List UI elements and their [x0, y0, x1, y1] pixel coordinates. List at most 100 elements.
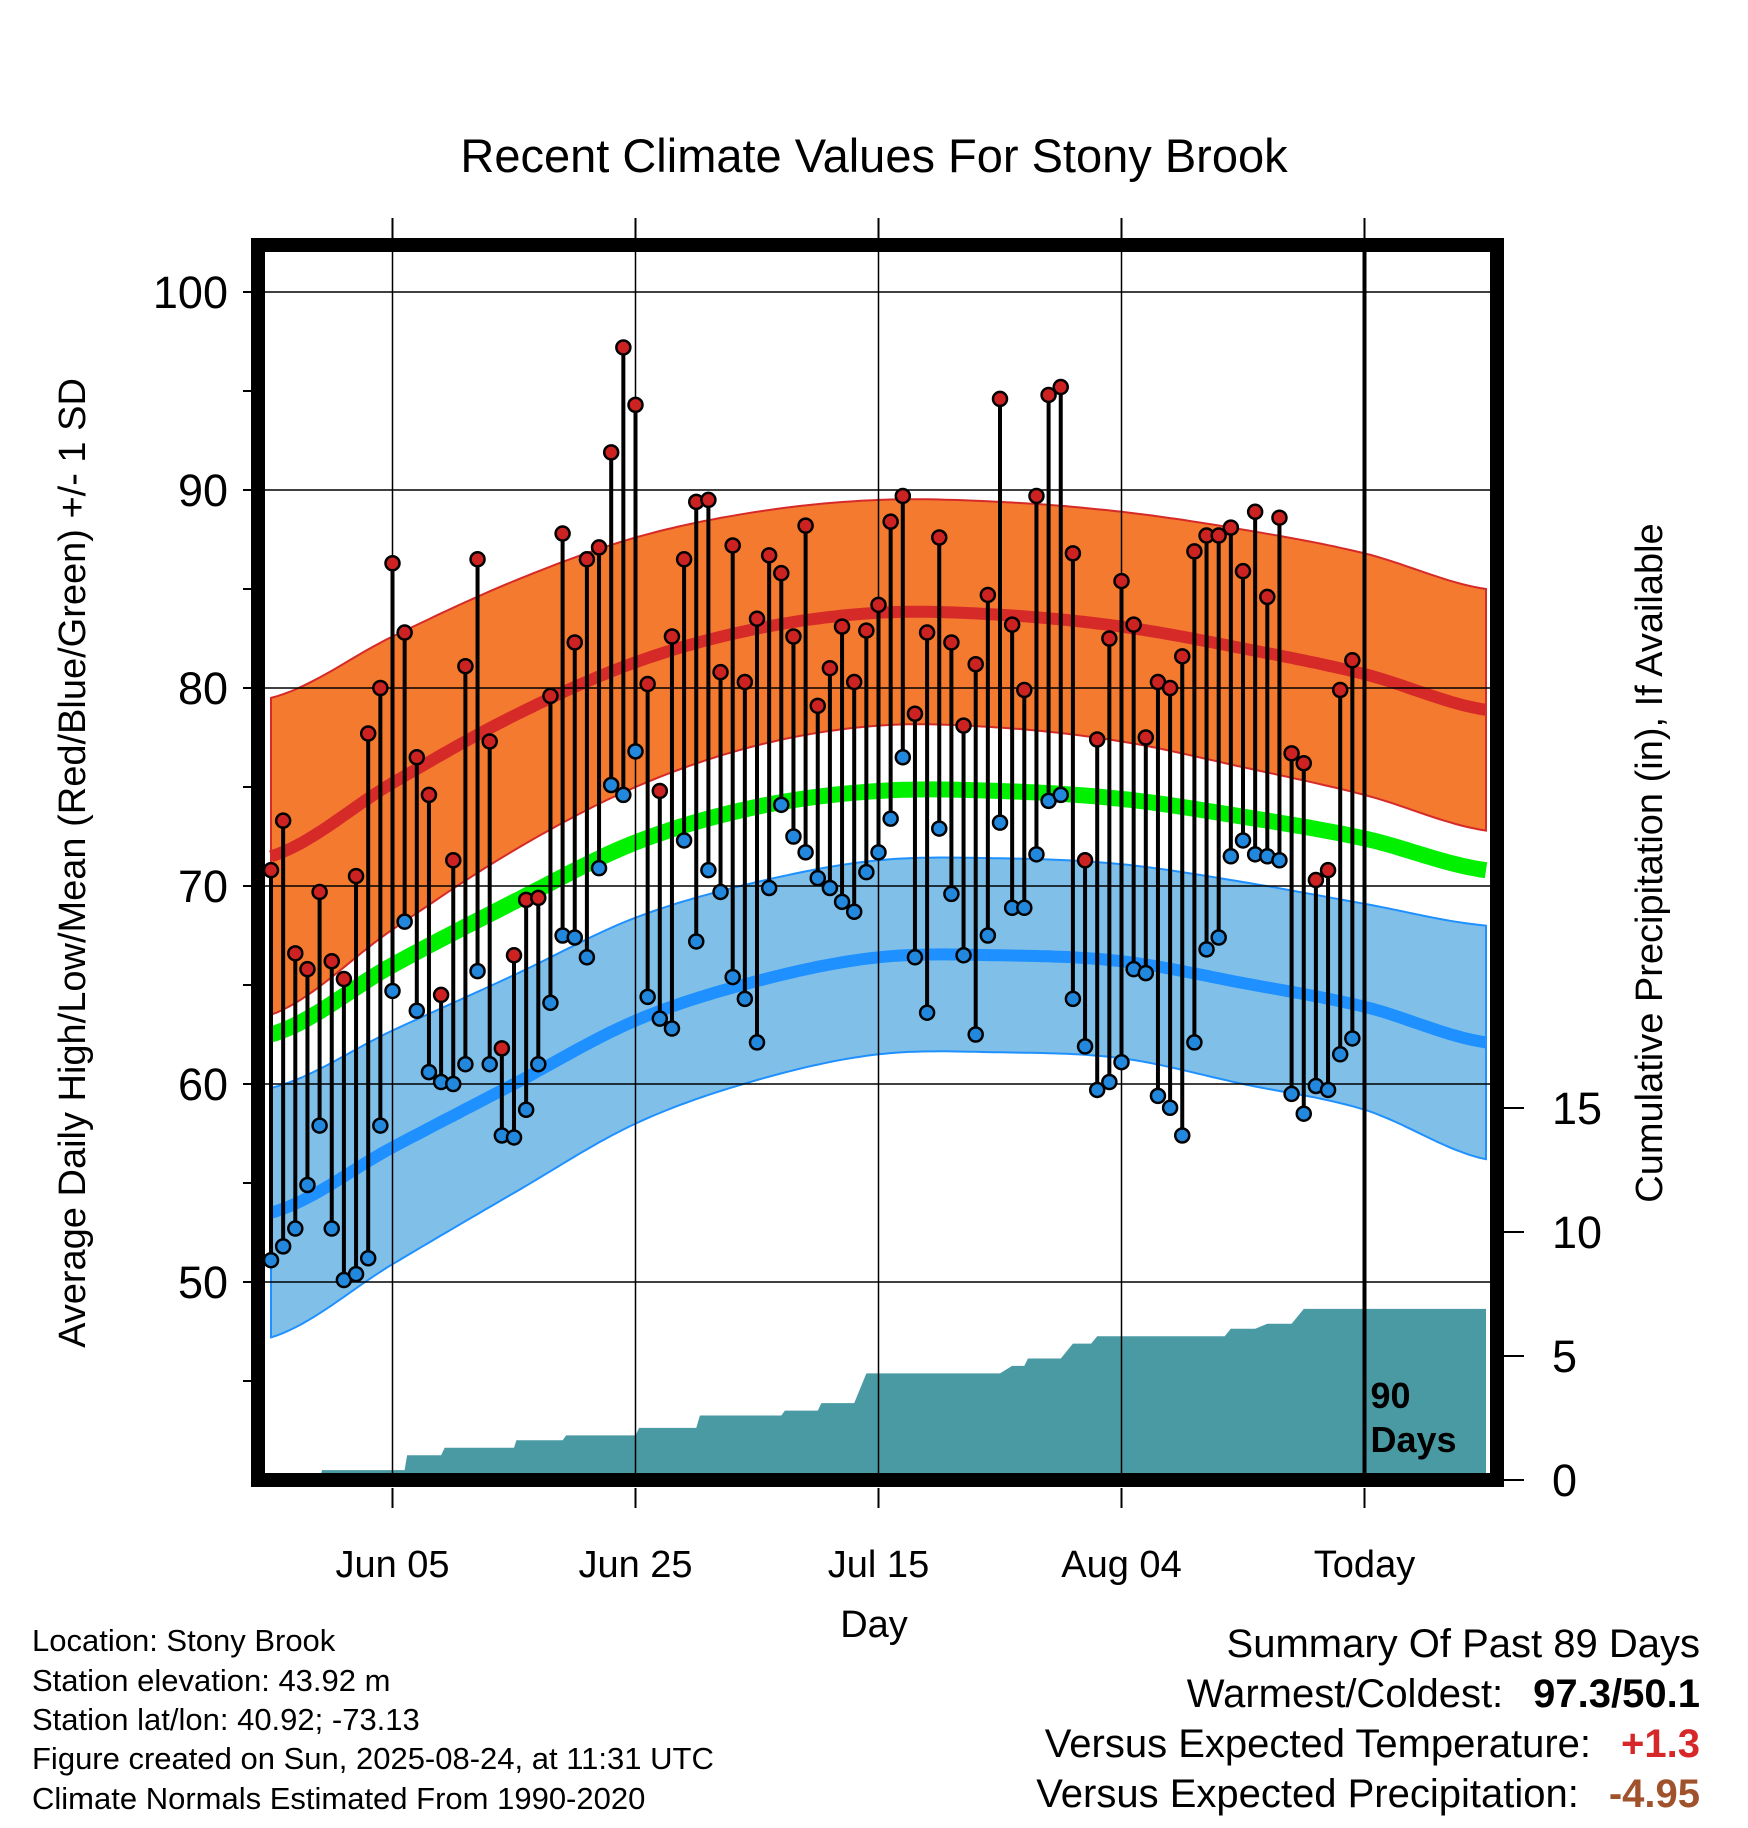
daily-low-point	[724, 968, 741, 986]
daily-high-point	[311, 883, 328, 901]
daily-high-point	[906, 705, 924, 722]
y2-axis-title: Cumulative Precipitation (in), If Availa…	[1629, 523, 1671, 1202]
daily-low-point	[299, 1176, 316, 1194]
temp-label: Versus Expected Temperature:	[1044, 1722, 1592, 1766]
daily-high-point	[493, 1040, 511, 1057]
daily-high-point	[372, 679, 389, 697]
daily-low-point	[347, 1265, 365, 1283]
daily-high-point	[566, 634, 583, 651]
chart-title: Recent Climate Values For Stony Brook	[460, 129, 1288, 182]
daily-low-point	[931, 820, 948, 837]
daily-high-point	[1283, 745, 1300, 762]
daily-high-point	[1028, 487, 1045, 505]
daily-low-point	[1210, 929, 1227, 946]
daily-high-point	[712, 663, 729, 681]
daily-low-point	[1088, 1081, 1106, 1099]
daily-high-point	[785, 628, 802, 645]
daily-low-point	[1016, 899, 1033, 917]
daily-high-point	[542, 687, 559, 705]
daily-low-point	[1344, 1030, 1361, 1047]
daily-low-point	[651, 1010, 669, 1027]
daily-high-point	[736, 673, 754, 691]
daily-low-point	[991, 814, 1009, 831]
daily-low-point	[590, 859, 608, 877]
daily-low-point	[894, 749, 912, 766]
daily-high-point	[1234, 562, 1252, 580]
daily-low-point	[1101, 1073, 1118, 1091]
daily-low-point	[785, 828, 802, 845]
daily-high-point	[1088, 731, 1106, 748]
daily-low-point	[1198, 941, 1215, 958]
daily-high-point	[748, 610, 766, 627]
y-tick-label: 80	[178, 663, 228, 714]
info-elevation: Station elevation: 43.92 m	[32, 1663, 391, 1698]
daily-high-point	[639, 675, 656, 693]
daily-high-point	[821, 659, 839, 677]
daily-low-point	[578, 949, 596, 966]
daily-low-point	[943, 885, 960, 903]
daily-low-point	[639, 988, 656, 1006]
x-tick-label: Today	[1314, 1544, 1415, 1586]
daily-low-point	[517, 1101, 535, 1118]
daily-low-point	[712, 883, 729, 901]
daily-low-point	[1028, 846, 1045, 863]
daily-high-point	[530, 889, 547, 907]
daily-high-point	[323, 952, 340, 970]
daily-high-point	[773, 564, 790, 582]
precip-label: Versus Expected Precipitation:	[1036, 1772, 1579, 1816]
daily-high-point	[1174, 648, 1191, 665]
plot-frame	[251, 238, 1504, 1487]
daily-low-point	[700, 861, 717, 879]
info-location: Location: Stony Brook	[32, 1623, 336, 1658]
daily-low-point	[542, 994, 559, 1012]
daily-low-point	[1331, 1046, 1349, 1063]
summary-temp: Versus Expected Temperature: +1.3	[1045, 1722, 1700, 1767]
daily-high-point	[384, 555, 401, 572]
daily-high-point	[590, 539, 608, 556]
daily-high-point	[1307, 871, 1325, 889]
daily-high-point	[554, 525, 571, 542]
y2-tick-label: 15	[1552, 1083, 1602, 1134]
daily-low-point	[688, 933, 705, 950]
summary-heading: Summary Of Past 89 Days	[1226, 1622, 1700, 1666]
daily-high-point	[627, 396, 644, 414]
y-tick-label: 90	[178, 465, 228, 516]
daily-high-point	[724, 537, 741, 554]
daily-low-point	[408, 1002, 426, 1019]
daily-high-point	[882, 513, 899, 530]
daily-high-point	[1186, 543, 1203, 560]
daily-high-point	[1113, 572, 1130, 590]
daily-low-point	[955, 947, 972, 964]
daily-high-point	[408, 749, 426, 766]
daily-high-point	[931, 529, 948, 546]
daily-high-point	[918, 624, 936, 641]
daily-high-point	[299, 960, 316, 978]
warmest-coldest-label: Warmest/Coldest:	[1186, 1672, 1504, 1716]
daily-high-point	[359, 725, 377, 742]
daily-high-point	[833, 618, 851, 635]
y-tick-label: 70	[178, 861, 228, 912]
daily-high-point	[287, 945, 304, 962]
daily-low-point	[274, 1238, 292, 1255]
daily-high-point	[1161, 679, 1179, 697]
daily-high-point	[578, 551, 596, 568]
daily-low-point	[1052, 786, 1069, 804]
daily-high-point	[1101, 630, 1118, 647]
daily-high-point	[760, 547, 778, 564]
info-created: Figure created on Sun, 2025-08-24, at 11…	[32, 1741, 714, 1776]
daily-high-point	[1331, 681, 1349, 699]
daily-low-point	[773, 796, 790, 814]
daily-high-point	[1344, 652, 1361, 669]
x-axis-title: Day	[840, 1604, 908, 1646]
daily-high-point	[991, 390, 1009, 408]
daily-low-point	[311, 1117, 328, 1134]
daily-low-point	[870, 844, 887, 861]
y2-tick-label: 5	[1552, 1331, 1577, 1382]
daily-high-point	[1137, 729, 1155, 746]
y-tick-label: 100	[153, 267, 228, 318]
y2-tick-label: 10	[1552, 1207, 1602, 1258]
daily-low-point	[1295, 1105, 1312, 1122]
x-tick-label: Jun 25	[578, 1544, 692, 1586]
daily-high-point	[469, 551, 486, 568]
x-tick-label: Jun 05	[335, 1544, 449, 1586]
